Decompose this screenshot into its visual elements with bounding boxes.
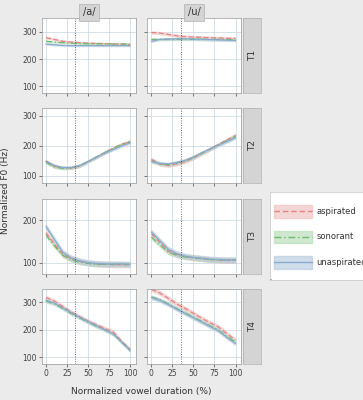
Text: aspirated: aspirated [317, 207, 356, 216]
Text: unaspirated: unaspirated [317, 258, 363, 267]
Text: T2: T2 [248, 140, 257, 151]
Text: T1: T1 [248, 50, 257, 61]
Text: Normalized vowel duration (%): Normalized vowel duration (%) [71, 387, 212, 396]
Text: Normalized F0 (Hz): Normalized F0 (Hz) [1, 148, 10, 234]
Title: /u/: /u/ [188, 7, 201, 17]
Text: T4: T4 [248, 321, 257, 332]
Text: T3: T3 [248, 230, 257, 242]
Text: sonorant: sonorant [317, 232, 354, 241]
Title: /a/: /a/ [82, 7, 95, 17]
